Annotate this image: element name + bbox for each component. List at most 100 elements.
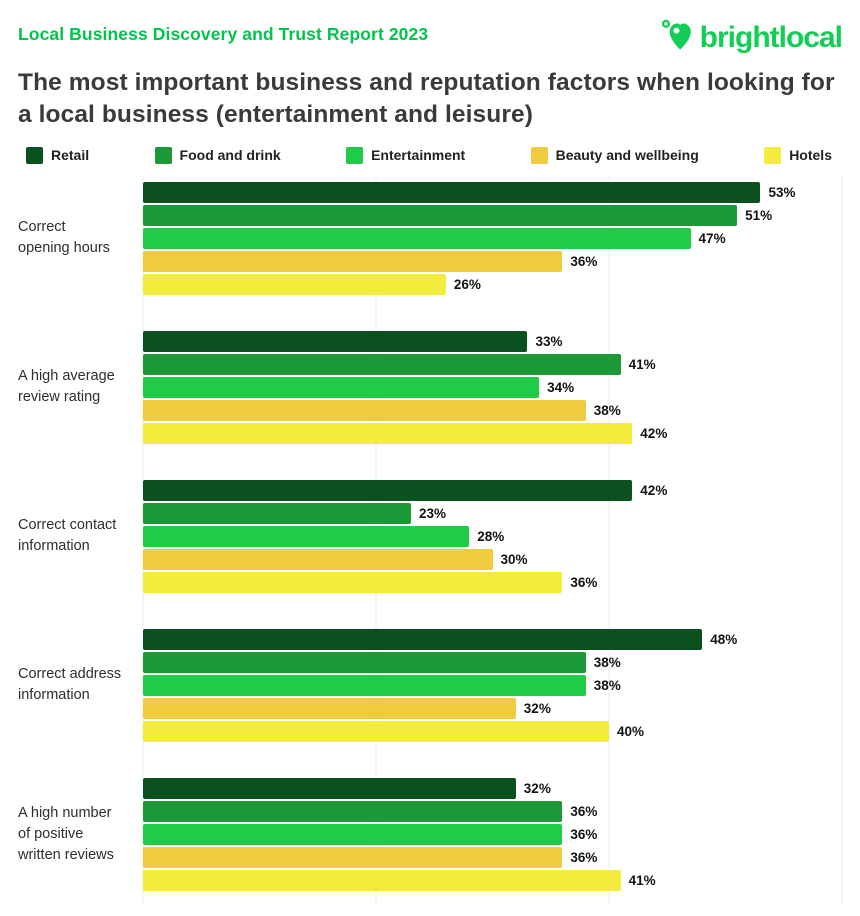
- legend-swatch: [154, 146, 172, 164]
- bar: [143, 823, 563, 845]
- bar: [143, 674, 586, 696]
- brightlocal-logo: brightlocal: [659, 16, 843, 59]
- legend-item: Food and drink: [154, 146, 281, 164]
- bar-row: 38%: [143, 651, 842, 673]
- legend-item: Beauty and wellbeing: [530, 146, 699, 164]
- category-group: Correct address information 48% 38% 38% 32% 40…: [18, 628, 842, 742]
- bar-value-label: 36%: [570, 803, 598, 819]
- bar-row: 32%: [143, 777, 842, 799]
- bar-row: 33%: [143, 330, 842, 352]
- bar-row: 41%: [143, 353, 842, 375]
- legend-label: Food and drink: [179, 147, 281, 164]
- bar-row: 42%: [143, 422, 842, 444]
- legend-label: Entertainment: [371, 147, 466, 164]
- bar: [143, 353, 621, 375]
- bar: [143, 273, 446, 295]
- bar-value-label: 23%: [418, 505, 446, 521]
- bar: [143, 479, 633, 501]
- legend-swatch: [530, 146, 548, 164]
- legend-swatch: [26, 146, 43, 164]
- bar-row: 23%: [143, 502, 842, 524]
- bar-value-label: 38%: [593, 402, 621, 418]
- bar-row: 26%: [143, 273, 842, 295]
- bar: [143, 250, 563, 272]
- bar-value-label: 53%: [768, 184, 796, 200]
- category-group: A high number of positive written reviews 3…: [18, 777, 842, 891]
- bar: [143, 800, 563, 822]
- bar-row: 38%: [143, 399, 842, 421]
- bar: [143, 777, 516, 799]
- heart-pin-icon: [659, 16, 697, 59]
- x-axis-tick: 0%: [137, 913, 156, 916]
- bar-row: 47%: [143, 227, 842, 249]
- bar: [143, 697, 516, 719]
- bar-value-label: 32%: [523, 780, 551, 796]
- bar-value-label: 42%: [640, 425, 668, 441]
- bar: [143, 869, 621, 891]
- bar-value-label: 42%: [640, 482, 668, 498]
- bar-row: 28%: [143, 525, 842, 547]
- category-label: Correct contact information: [18, 517, 117, 555]
- category-label: A high number of positive written reviews: [18, 804, 114, 863]
- bar-value-label: 48%: [710, 631, 738, 647]
- bar: [143, 204, 738, 226]
- brand-wordmark: brightlocal: [699, 20, 843, 54]
- x-axis: 0% 20% 40% 60%: [137, 908, 855, 916]
- bar: [143, 628, 703, 650]
- category-label: Correct opening hours: [18, 219, 110, 257]
- bar-chart: Correct opening hours 53% 51% 47% 36% 26% A hig…: [18, 175, 855, 916]
- x-axis-tick: 40%: [596, 913, 622, 916]
- bar: [143, 525, 470, 547]
- bar-row: 40%: [143, 720, 842, 742]
- category-label: Correct address information: [18, 666, 122, 704]
- bar-value-label: 36%: [570, 253, 598, 269]
- bar-value-label: 38%: [593, 654, 621, 670]
- legend-label: Hotels: [789, 147, 832, 164]
- legend-item: Retail: [26, 146, 90, 164]
- bar-value-label: 34%: [547, 379, 575, 395]
- bar-row: 36%: [143, 800, 842, 822]
- chart-title: The most important business and reputati…: [18, 69, 835, 128]
- bar: [143, 227, 691, 249]
- bar-row: 36%: [143, 571, 842, 593]
- legend-item: Entertainment: [346, 146, 466, 164]
- bar-value-label: 33%: [535, 333, 563, 349]
- bar-row: 48%: [143, 628, 842, 650]
- bar-value-label: 41%: [628, 872, 656, 888]
- category-group: A high average review rating 33% 41% 34% 38% 4…: [18, 330, 842, 444]
- bar: [143, 399, 586, 421]
- x-axis-tick: 20%: [363, 913, 389, 916]
- bar-groups: Correct opening hours 53% 51% 47% 36% 26% A hig…: [18, 181, 842, 891]
- bar: [143, 846, 563, 868]
- category-label: A high average review rating: [18, 368, 115, 406]
- bar: [143, 181, 761, 203]
- legend-swatch: [346, 146, 364, 164]
- top-bar: Local Business Discovery and Trust Repor…: [18, 16, 843, 59]
- bar: [143, 330, 528, 352]
- bar: [143, 422, 633, 444]
- bar: [143, 548, 493, 570]
- bar-value-label: 30%: [500, 551, 528, 567]
- bar-value-label: 38%: [593, 677, 621, 693]
- bar-value-label: 26%: [453, 276, 481, 292]
- bar-value-label: 36%: [570, 849, 598, 865]
- legend-label: Beauty and wellbeing: [555, 147, 699, 164]
- bar-row: 30%: [143, 548, 842, 570]
- bar: [143, 502, 411, 524]
- bar-value-label: 51%: [745, 207, 773, 223]
- legend-label: Retail: [51, 147, 90, 164]
- bar-value-label: 40%: [617, 723, 645, 739]
- gridline: [841, 175, 843, 904]
- bar: [143, 651, 586, 673]
- bar-row: 32%: [143, 697, 842, 719]
- legend-swatch: [764, 146, 782, 164]
- bar: [143, 376, 540, 398]
- bar-row: 36%: [143, 250, 842, 272]
- report-title: Local Business Discovery and Trust Repor…: [18, 24, 429, 44]
- bar-value-label: 28%: [477, 528, 505, 544]
- gridline: [608, 175, 610, 904]
- category-group: Correct contact information 42% 23% 28% 30% 36…: [18, 479, 842, 593]
- bar-row: 53%: [143, 181, 842, 203]
- bar-value-label: 47%: [698, 230, 726, 246]
